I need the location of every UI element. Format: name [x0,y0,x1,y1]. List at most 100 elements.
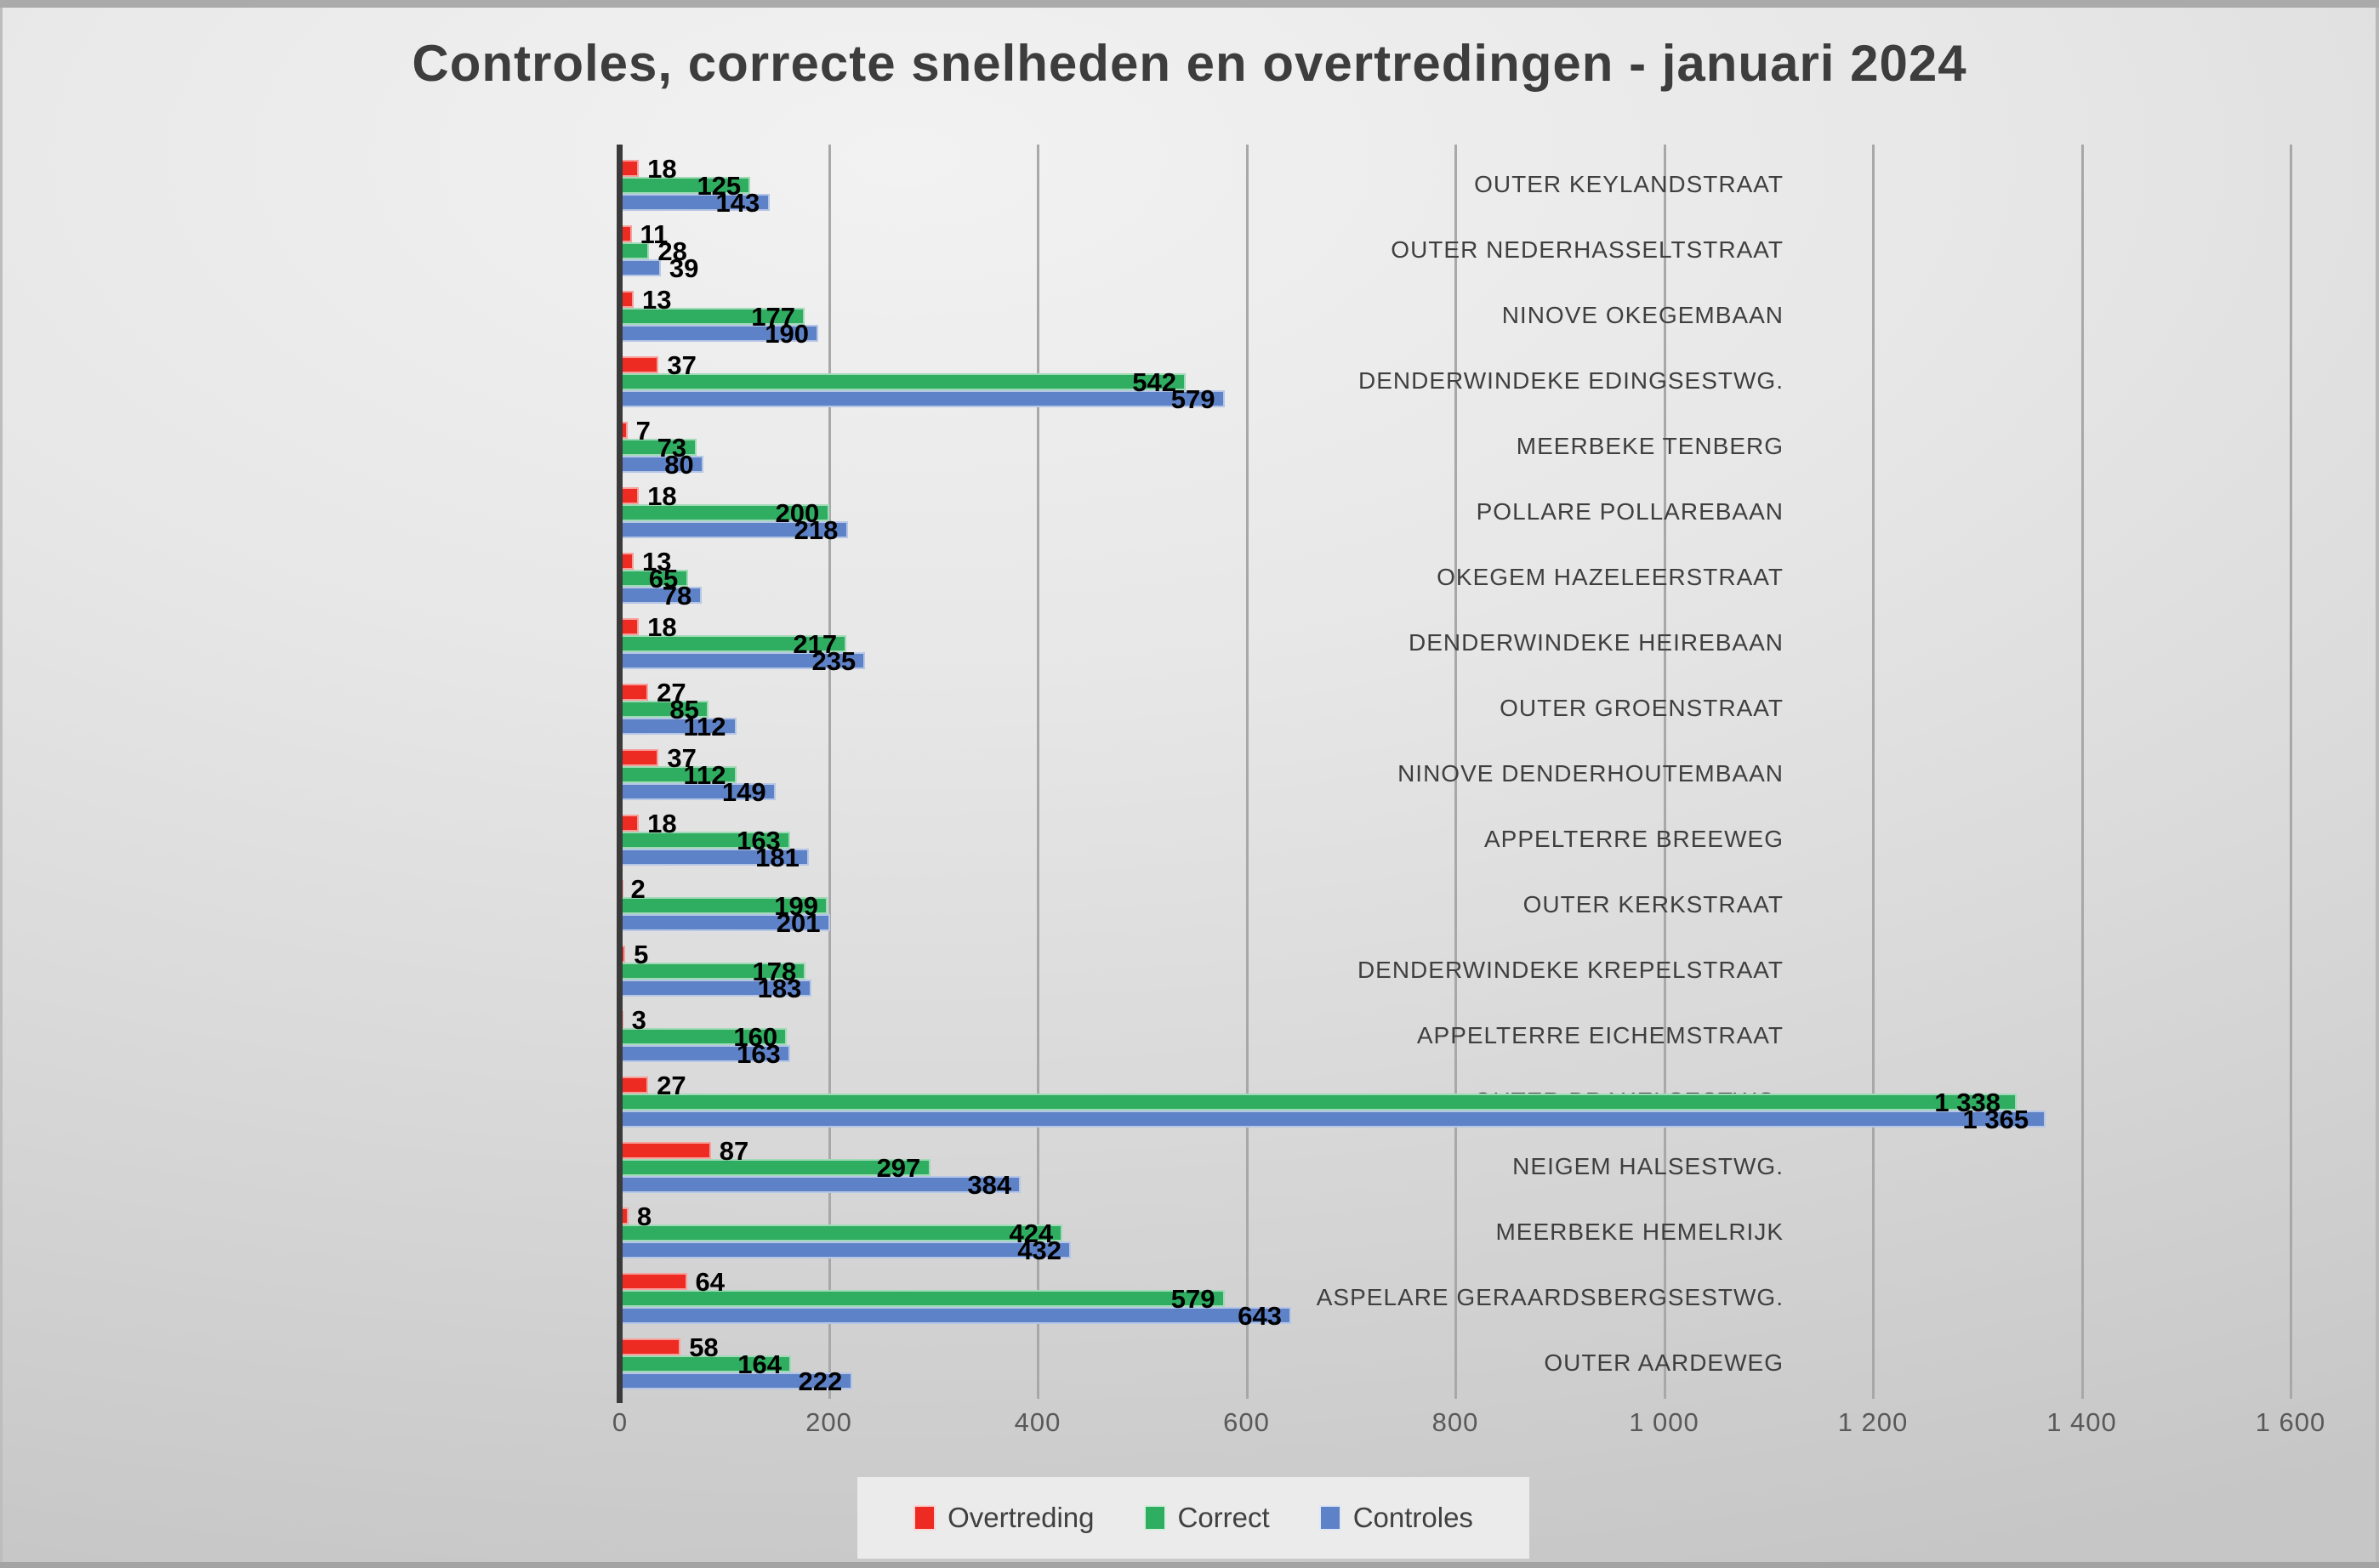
bar-correct [620,1355,792,1372]
gridline [2080,145,2084,1399]
bar-overtreding [620,1273,687,1290]
bar-correct [620,504,829,521]
value-label: 163 [737,1039,781,1069]
value-label: 1 338 [1934,1088,2001,1117]
bar-controles [620,1045,791,1062]
legend-item-overtreding: Overtreding [913,1502,1095,1534]
chart-title: Controles, correcte snelheden en overtre… [412,35,1967,92]
bar-controles [620,325,819,342]
value-label: 542 [1132,367,1177,397]
x-axis-tick-label: 1 400 [2046,1407,2117,1437]
category-label: APPELTERRE BREEWEG [1483,826,1784,852]
legend-item-correct: Correct [1143,1502,1270,1534]
bar-correct [620,439,697,456]
bar-overtreding [620,684,649,701]
value-label: 78 [662,581,692,611]
value-label: 201 [776,908,821,938]
bar-correct [620,242,650,259]
legend-swatch-icon [1143,1505,1166,1531]
bar-correct [620,897,828,914]
x-axis-tick-label: 800 [1431,1407,1479,1437]
category-label: DENDERWINDEKE KREPELSTRAAT [1357,957,1784,983]
value-label: 112 [683,760,726,790]
category-label: OUTER KERKSTRAAT [1522,891,1784,918]
category-label: OKEGEM HAZELEERSTRAAT [1437,564,1784,590]
category-label: MEERBEKE TENBERG [1516,433,1784,459]
value-label: 37 [667,350,697,380]
bar-overtreding [620,225,632,242]
x-axis-tick-label: 1 600 [2255,1407,2326,1437]
value-label: 432 [1017,1236,1061,1265]
legend-swatch-icon [913,1505,936,1531]
category-label: NINOVE OKEGEMBAAN [1501,302,1784,328]
bar-controles [620,456,704,473]
bar-controles [620,849,810,866]
bar-overtreding [620,356,659,373]
value-label: 160 [733,1022,778,1052]
bar-correct [620,308,805,325]
bar-controles [620,718,737,735]
value-label: 80 [664,450,694,480]
category-label: DENDERWINDEKE HEIREBAAN [1408,629,1784,656]
value-label: 13 [641,547,672,577]
category-label: NINOVE DENDERHOUTEMBAAN [1397,760,1784,787]
category-label: OUTER AARDEWEG [1544,1349,1784,1376]
value-label: 73 [657,433,687,463]
value-label: 5 [634,940,649,969]
bar-controles [620,521,848,538]
value-label: 164 [737,1349,783,1379]
value-label: 13 [641,285,672,315]
bar-correct [620,832,791,849]
legend-label: Correct [1177,1502,1270,1533]
value-label: 200 [775,498,820,528]
bar-overtreding [620,1077,649,1094]
gridline [2290,145,2292,1399]
value-label: 112 [683,712,726,741]
bar-controles [620,390,1225,407]
bar-overtreding [620,160,640,177]
value-label: 222 [798,1366,843,1396]
legend-item-controles: Controles [1318,1502,1473,1534]
x-axis-tick-label: 400 [1014,1407,1061,1437]
value-label: 2 [630,874,646,904]
bar-overtreding [620,1338,681,1355]
bar-controles [620,1372,852,1389]
value-label: 181 [755,843,800,872]
legend-swatch-icon [1318,1505,1341,1531]
category-label: MEERBEKE HEMELRIJK [1495,1219,1784,1245]
bar-controles [620,1307,1292,1324]
value-label: 28 [657,236,687,266]
value-label: 235 [811,646,857,676]
value-label: 27 [657,678,686,707]
value-label: 1 365 [1962,1105,2029,1134]
bar-correct [620,373,1187,390]
value-label: 18 [647,612,677,642]
gridline [1037,145,1039,1399]
bar-controles [620,259,661,276]
bar-controles [620,194,770,211]
bar-controles [620,980,811,997]
value-label: 37 [667,743,697,773]
value-label: 27 [657,1071,686,1100]
bar-controles [620,783,776,800]
chart-legend: Overtreding Correct Controles [857,1477,1529,1559]
value-label: 190 [765,319,809,349]
value-label: 297 [876,1153,921,1183]
value-label: 163 [737,826,781,855]
value-label: 199 [774,891,818,921]
bar-correct [620,1028,788,1045]
value-label: 18 [647,154,677,184]
bar-correct [620,963,806,980]
value-label: 7 [635,416,651,446]
x-axis-tick-label: 1 000 [1629,1407,1699,1437]
value-label: 643 [1238,1301,1283,1331]
x-axis-tick-label: 0 [612,1407,629,1437]
value-label: 18 [647,809,677,838]
bar-overtreding [620,291,634,308]
value-label: 183 [757,974,802,1003]
category-label: OUTER GROENSTRAAT [1500,695,1784,721]
legend-label: Controles [1352,1502,1473,1533]
category-label: OUTER NEDERHASSELTSTRAAT [1391,236,1784,263]
gridline [1872,145,1875,1399]
